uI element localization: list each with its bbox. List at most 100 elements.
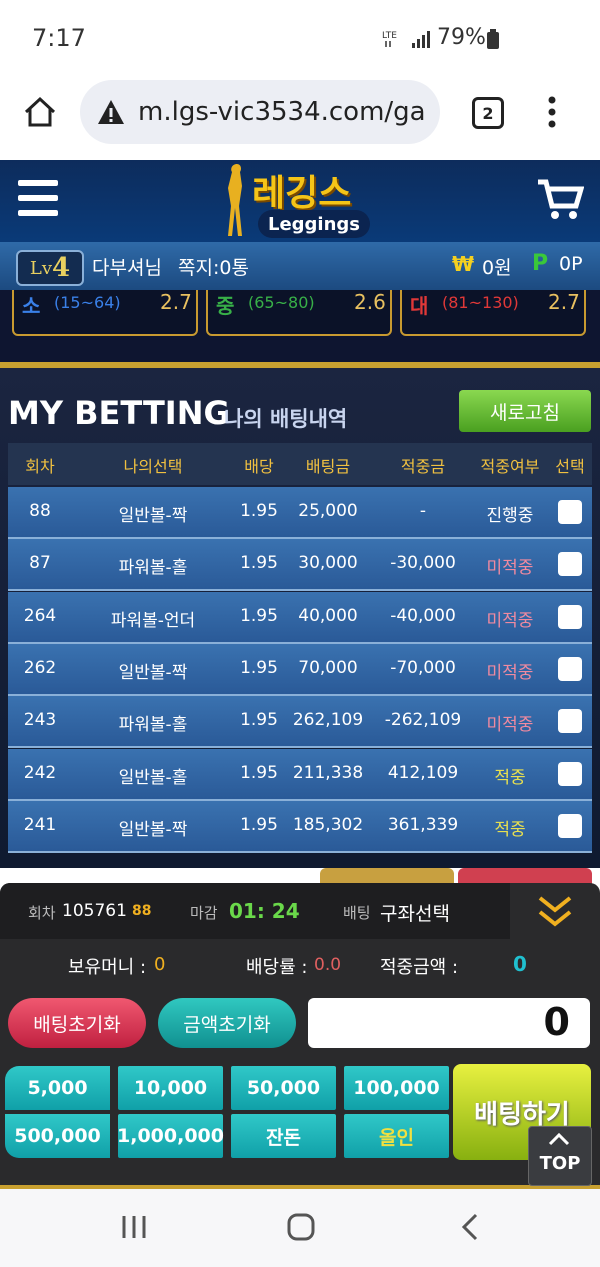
status-time: 7:17	[32, 24, 86, 52]
table-cell: -70,000	[390, 657, 456, 678]
logo-english: Leggings	[258, 210, 370, 238]
bet-label: 배팅	[343, 904, 371, 922]
round: 105761	[62, 901, 127, 921]
table-cell: 361,339	[387, 814, 459, 835]
amount-input[interactable]	[308, 998, 590, 1048]
table-cell: -	[419, 501, 427, 521]
warning-icon	[98, 100, 124, 124]
column-header: 적중금	[400, 457, 446, 476]
odds-value: 2.6	[354, 290, 386, 314]
odds-range: (81~130)	[442, 293, 519, 312]
chip-button[interactable]: 올인	[344, 1114, 449, 1158]
logo-korean: 레깅스	[252, 173, 352, 214]
battery-icon	[487, 29, 499, 49]
home-button[interactable]	[20, 92, 60, 132]
odds-value: 2.7	[548, 290, 580, 314]
reset-amount-button[interactable]: 금액초기화	[158, 998, 296, 1048]
currency-icon: ₩	[452, 252, 475, 276]
round-sub: 88	[132, 903, 152, 919]
table-cell: 미적중	[486, 715, 534, 736]
table-cell: 1.95	[240, 501, 278, 521]
messages[interactable]: 쪽지:0통	[178, 257, 249, 279]
row-checkbox[interactable]	[558, 500, 582, 524]
table-cell: 일반볼-짝	[118, 819, 188, 840]
holding-value: 0	[154, 954, 166, 975]
money: 0원	[482, 257, 512, 279]
url-bar[interactable]	[80, 80, 440, 144]
chip-button[interactable]: 100,000	[344, 1066, 449, 1110]
bet-button[interactable]: 배팅하기	[453, 1064, 591, 1160]
betting-subtitle: 나의 배팅내역	[224, 407, 348, 431]
table-cell: 미적중	[486, 558, 534, 579]
odds-label: 중	[216, 294, 235, 318]
table-cell: 일반볼-짝	[118, 506, 188, 526]
reset-bet-button[interactable]: 배팅초기화	[8, 998, 146, 1048]
amount-value: 0	[543, 1000, 570, 1044]
row-checkbox[interactable]	[558, 656, 582, 681]
chip-button[interactable]: 500,000	[5, 1114, 110, 1158]
refresh-button[interactable]: 새로고침	[459, 390, 591, 432]
table-cell: 242	[23, 762, 57, 783]
cart-icon[interactable]	[536, 178, 584, 222]
column-header: 적중여부	[480, 457, 540, 476]
gold-divider	[0, 362, 600, 368]
chip-button[interactable]: 50,000	[231, 1066, 336, 1110]
back-button[interactable]	[458, 1212, 482, 1242]
row-checkbox[interactable]	[558, 552, 582, 577]
table-row	[8, 696, 592, 749]
table-cell: 1.95	[240, 762, 278, 783]
logo-figure	[228, 164, 242, 236]
table-row	[8, 539, 592, 592]
table-cell: 412,109	[387, 762, 459, 783]
battery-level: 79%	[437, 25, 486, 50]
table-cell: 1.95	[240, 710, 278, 731]
odds-value: 0.0	[314, 955, 342, 975]
table-cell: 파워볼-홀	[118, 715, 188, 736]
table-cell: 적중	[494, 767, 526, 788]
user-bar	[0, 242, 600, 290]
row-checkbox[interactable]	[558, 761, 582, 786]
hamburger-menu[interactable]	[18, 180, 58, 216]
odds-label: 대	[410, 294, 429, 318]
table-cell: 1.95	[240, 605, 278, 626]
table-cell: 1.95	[240, 814, 278, 835]
round-label: 회차	[28, 904, 56, 922]
url-text: m.lgs-vic3534.com/ga	[138, 97, 426, 127]
table-cell: 243	[23, 710, 57, 731]
odds-label: 소	[22, 294, 41, 318]
table-row	[8, 487, 592, 539]
column-header: 선택	[555, 457, 585, 476]
point-icon: P	[532, 251, 549, 276]
table-cell: 파워볼-홀	[118, 558, 188, 579]
row-checkbox[interactable]	[558, 813, 582, 838]
table-cell: 1.95	[240, 553, 278, 574]
table-cell: 241	[23, 814, 57, 835]
home-nav-button[interactable]	[286, 1212, 316, 1242]
column-header: 배당	[244, 457, 274, 476]
row-checkbox[interactable]	[558, 604, 582, 629]
table-row	[8, 800, 592, 853]
svg-text:LTE: LTE	[382, 31, 397, 41]
chip-button[interactable]: 1,000,000	[117, 1114, 224, 1158]
chip-button[interactable]: 5,000	[5, 1066, 110, 1110]
chip-button[interactable]: 잔돈	[231, 1114, 336, 1158]
chip-button[interactable]: 10,000	[118, 1066, 223, 1110]
table-cell: -40,000	[390, 605, 456, 626]
odds-range: (65~80)	[248, 293, 315, 312]
row-checkbox[interactable]	[558, 709, 582, 734]
table-header	[8, 443, 592, 485]
recent-apps-button[interactable]	[120, 1214, 150, 1240]
top-label: TOP	[539, 1152, 581, 1174]
collapse-toggle[interactable]	[520, 886, 590, 938]
table-cell: 88	[29, 501, 51, 521]
bet-select[interactable]: 구좌선택	[380, 903, 450, 925]
table-cell: 미적중	[486, 662, 534, 683]
table-cell: 262	[23, 657, 57, 678]
column-header: 배팅금	[305, 457, 351, 476]
table-cell: 파워볼-언더	[110, 610, 196, 631]
deadline: 01: 24	[229, 899, 300, 923]
tab-count[interactable]: 2	[472, 97, 504, 129]
menu-dots[interactable]	[544, 95, 560, 129]
